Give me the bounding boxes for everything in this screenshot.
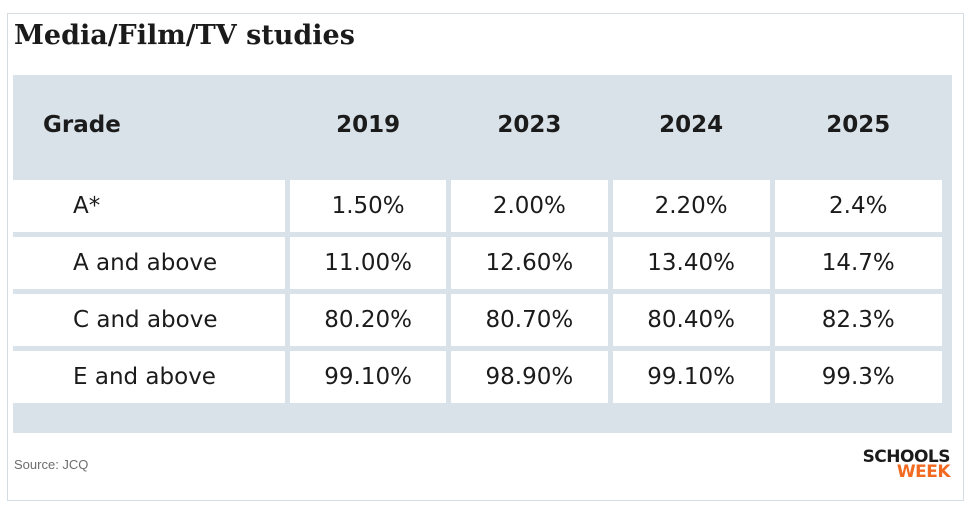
grades-table: Grade 2019 2023 2024 2025 A* 1.50% 2.00%… [8, 70, 947, 408]
table-cell: 11.00% [290, 237, 447, 289]
grade-label: E and above [13, 351, 286, 403]
table-cell: 2.4% [774, 180, 942, 232]
column-header-grade: Grade [13, 75, 286, 175]
grade-label: A and above [13, 237, 286, 289]
logo-line-1: SCHOOLS [862, 447, 951, 467]
grade-label: A* [13, 180, 286, 232]
source-note: Source: JCQ [14, 457, 89, 472]
table-row: C and above 80.20% 80.70% 80.40% 82.3% [13, 294, 942, 346]
table-cell: 80.20% [290, 294, 447, 346]
table-header-row: Grade 2019 2023 2024 2025 [13, 75, 942, 175]
table-cell: 80.70% [451, 294, 608, 346]
table-cell: 2.20% [612, 180, 770, 232]
table-cell: 2.00% [451, 180, 608, 232]
column-header-2023: 2023 [451, 75, 608, 175]
table-cell: 99.10% [290, 351, 447, 403]
column-header-2019: 2019 [290, 75, 447, 175]
column-header-2024: 2024 [612, 75, 770, 175]
page-title: Media/Film/TV studies [14, 20, 355, 51]
table-row: A and above 11.00% 12.60% 13.40% 14.7% [13, 237, 942, 289]
table-cell: 1.50% [290, 180, 447, 232]
table-cell: 99.10% [612, 351, 770, 403]
table-cell: 14.7% [774, 237, 942, 289]
grade-label: C and above [13, 294, 286, 346]
table-cell: 12.60% [451, 237, 608, 289]
table-cell: 98.90% [451, 351, 608, 403]
table-cell: 82.3% [774, 294, 942, 346]
table-row: E and above 99.10% 98.90% 99.10% 99.3% [13, 351, 942, 403]
table-container: Grade 2019 2023 2024 2025 A* 1.50% 2.00%… [13, 75, 952, 433]
table-row: A* 1.50% 2.00% 2.20% 2.4% [13, 180, 942, 232]
table-cell: 99.3% [774, 351, 942, 403]
column-header-2025: 2025 [774, 75, 942, 175]
logo-line-2: WEEK [896, 462, 951, 482]
table-cell: 80.40% [612, 294, 770, 346]
schools-week-logo: SCHOOLS WEEK [862, 447, 951, 482]
table-cell: 13.40% [612, 237, 770, 289]
